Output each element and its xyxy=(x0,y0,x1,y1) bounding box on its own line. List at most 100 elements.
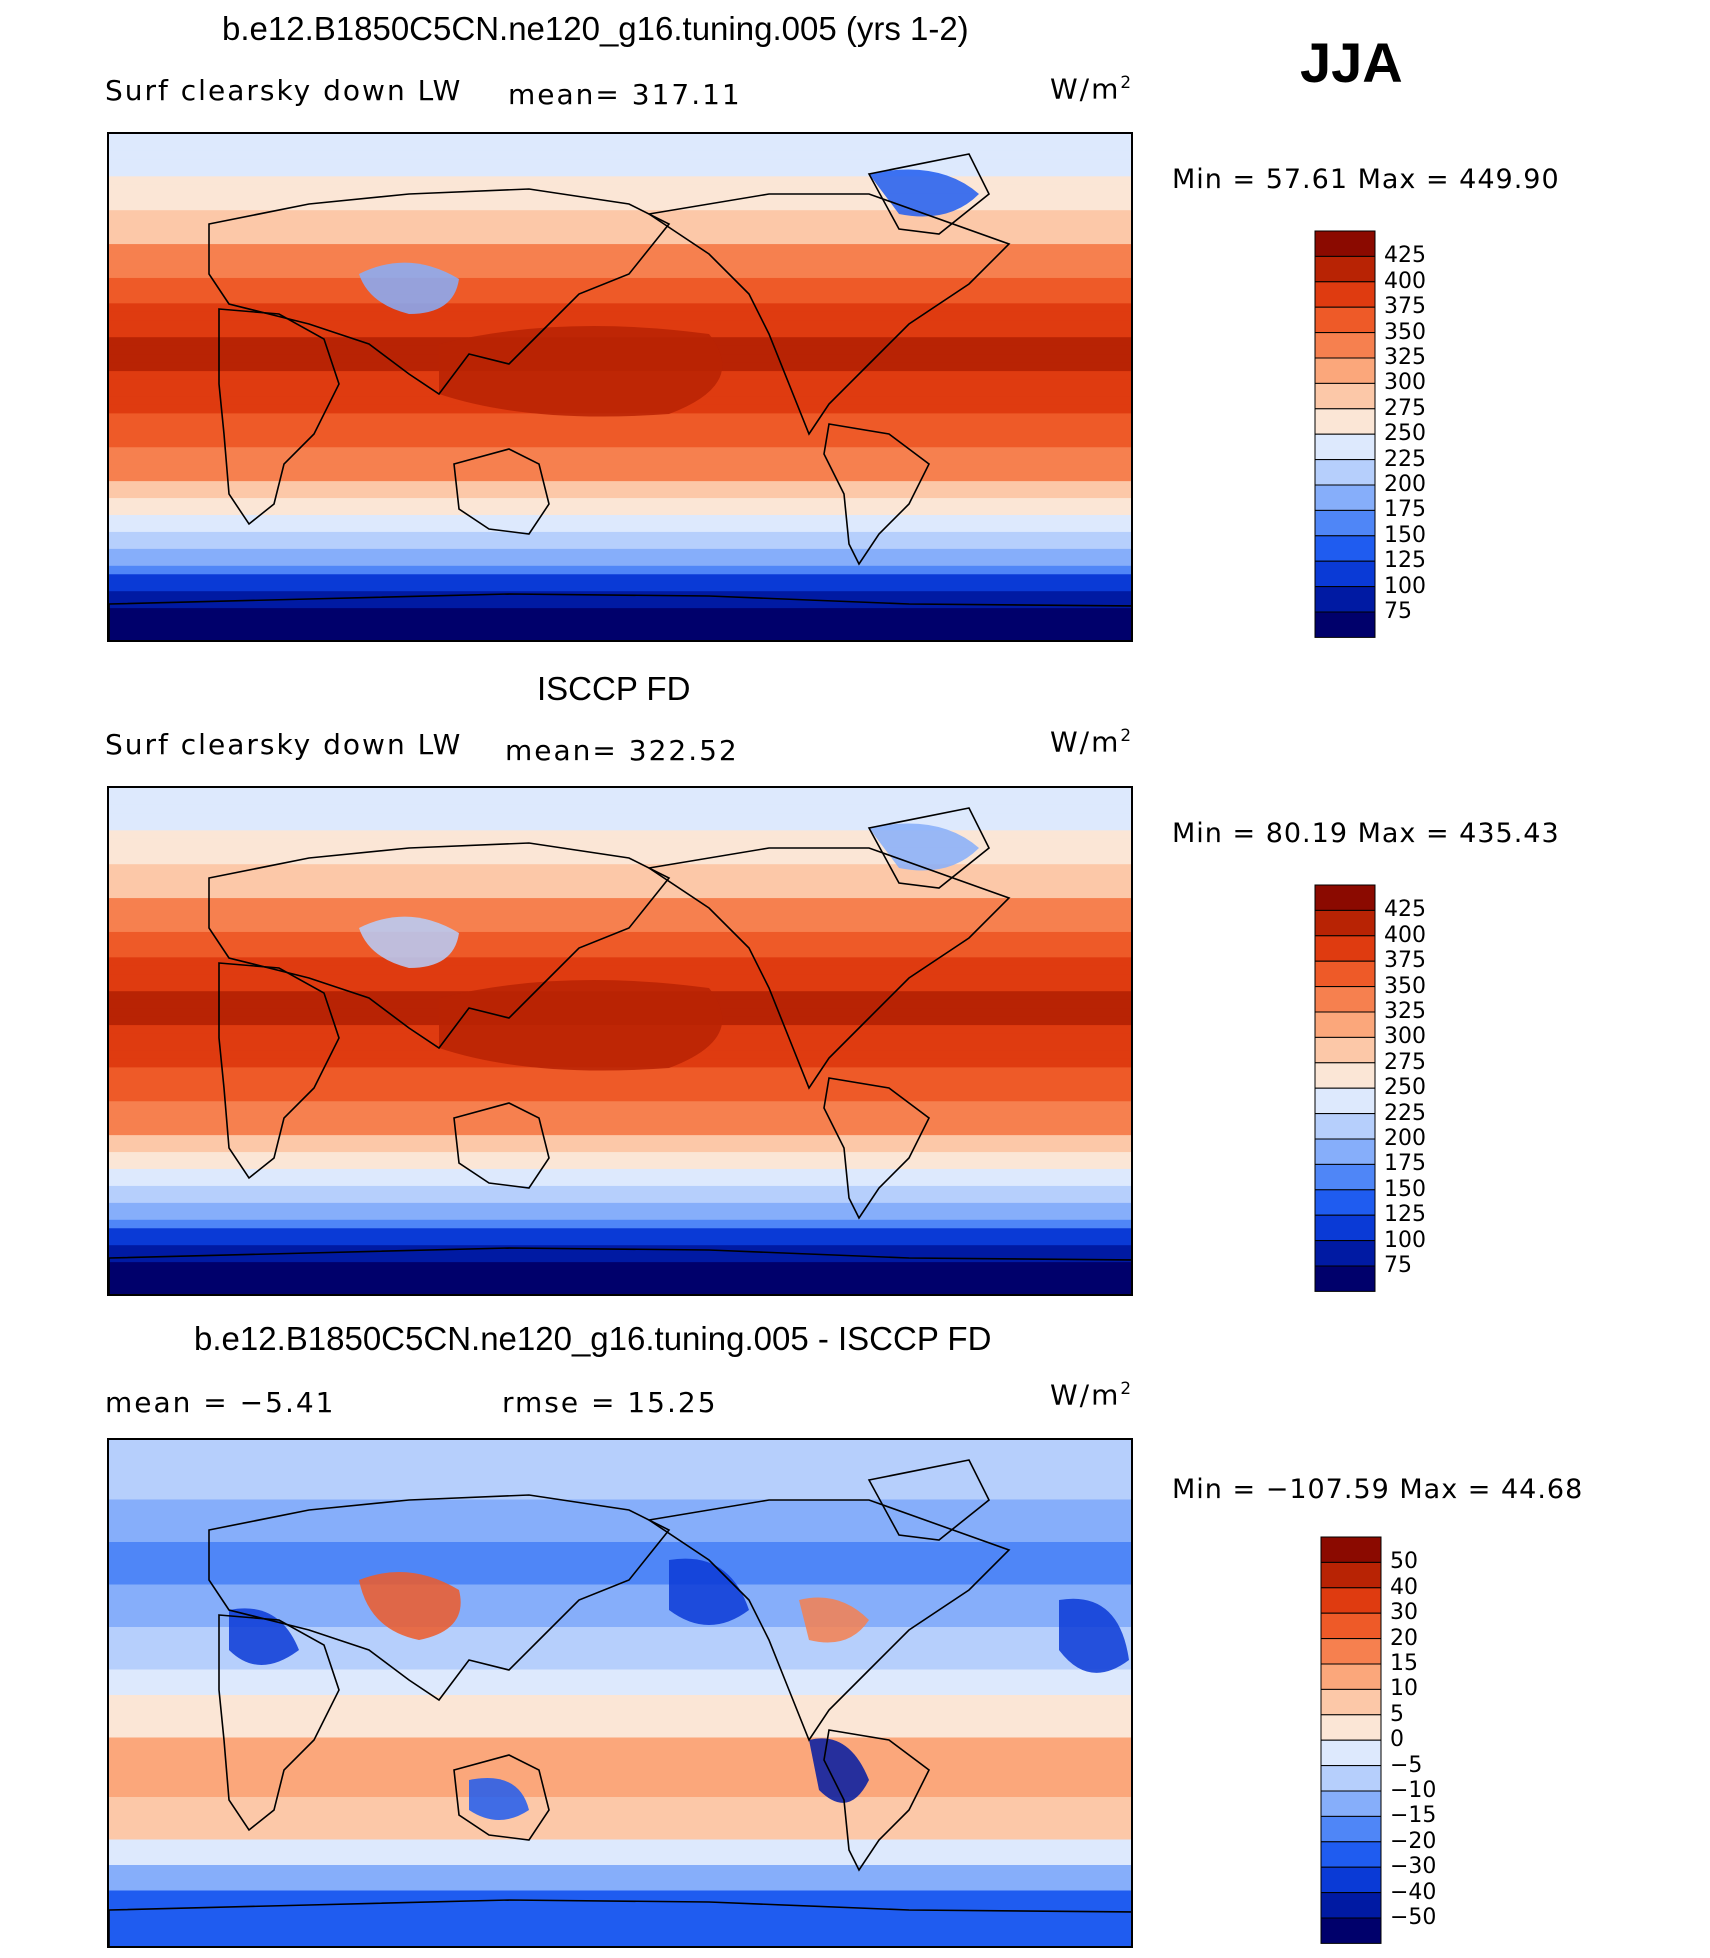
map-latitude-band xyxy=(109,1516,1131,1526)
map-latitude-band xyxy=(109,134,1131,144)
map-latitude-band xyxy=(109,1797,1131,1807)
map-latitude-band xyxy=(109,1482,1131,1492)
panel-3-title: b.e12.B1850C5CN.ne120_g16.tuning.005 - I… xyxy=(194,1320,992,1357)
map-latitude-band xyxy=(109,1440,1131,1450)
colorbar-box xyxy=(1314,1189,1376,1216)
map-field-patch xyxy=(229,1608,299,1665)
map-latitude-band xyxy=(109,1067,1131,1077)
coastline xyxy=(867,1459,991,1541)
panel-3-mean-label: mean = −5.41 xyxy=(105,1386,336,1419)
map-latitude-band xyxy=(109,150,1131,160)
colorbar-box xyxy=(1314,884,1376,911)
colorbar-tick-label: 350 xyxy=(1384,319,1426,345)
map-latitude-band xyxy=(109,855,1131,865)
colorbar-tick-label: −30 xyxy=(1390,1854,1437,1880)
map-latitude-band xyxy=(109,864,1131,874)
colorbar-box xyxy=(1314,560,1376,588)
colorbar-box xyxy=(1314,1138,1376,1165)
map-latitude-band xyxy=(109,1533,1131,1543)
map-latitude-band xyxy=(109,957,1131,967)
map-latitude-band xyxy=(109,235,1131,245)
map-latitude-band xyxy=(109,1219,1131,1229)
panel-3-map xyxy=(107,1438,1133,1948)
colorbar-tick-label: 200 xyxy=(1384,1126,1426,1151)
map-latitude-band xyxy=(109,1228,1131,1238)
map-field-patch xyxy=(359,1572,461,1640)
panel-3-map-field xyxy=(109,1440,1131,1946)
colorbar-box xyxy=(1320,1714,1382,1741)
colorbar-boxes xyxy=(1320,1536,1382,1944)
coastline xyxy=(208,1494,671,1702)
map-latitude-band xyxy=(109,881,1131,891)
colorbar-tick-label: 175 xyxy=(1384,1151,1426,1177)
colorbar-box xyxy=(1314,433,1376,461)
colorbar-tick-label: −50 xyxy=(1390,1905,1437,1930)
map-latitude-band xyxy=(109,1635,1131,1645)
coastline xyxy=(109,593,1131,640)
map-latitude-band xyxy=(109,1695,1131,1705)
colorbar-box xyxy=(1314,509,1376,537)
map-latitude-band xyxy=(109,1924,1131,1934)
colorbar-tick-label: 150 xyxy=(1384,522,1426,548)
panel-1-map-field xyxy=(109,134,1131,640)
colorbar-tick-label: 425 xyxy=(1384,897,1426,923)
colorbar-tick-label: 20 xyxy=(1390,1625,1418,1651)
coastline xyxy=(646,847,1011,1090)
colorbar-tick-label: 400 xyxy=(1384,922,1426,948)
map-latitude-band xyxy=(109,1839,1131,1849)
colorbar-tick-label: −40 xyxy=(1390,1879,1437,1905)
colorbar-tick-label: 5 xyxy=(1390,1701,1404,1727)
coastline xyxy=(867,153,991,235)
panel-1-units: W/m2 xyxy=(1050,72,1134,106)
colorbar-tick-label: 200 xyxy=(1384,472,1426,497)
map-latitude-band xyxy=(109,548,1131,558)
map-latitude-band xyxy=(109,227,1131,237)
map-latitude-band xyxy=(109,176,1131,186)
map-latitude-band xyxy=(109,1610,1131,1620)
map-latitude-band xyxy=(109,1661,1131,1671)
panel-1-variable-label: Surf clearsky down LW xyxy=(105,74,463,107)
map-latitude-band xyxy=(109,506,1131,516)
map-latitude-band xyxy=(109,847,1131,857)
map-field-patch xyxy=(799,1597,869,1643)
map-latitude-band xyxy=(109,1627,1131,1637)
panel-2-mean-label: mean= 322.52 xyxy=(505,734,739,767)
colorbar-tick-label: 325 xyxy=(1384,999,1426,1024)
colorbar-box xyxy=(1314,1214,1376,1242)
map-latitude-band xyxy=(109,1211,1131,1221)
map-latitude-band xyxy=(109,498,1131,508)
map-latitude-band xyxy=(109,455,1131,465)
map-latitude-band xyxy=(109,1865,1131,1875)
map-latitude-band xyxy=(109,184,1131,194)
map-latitude-band xyxy=(109,1882,1131,1892)
map-latitude-band xyxy=(109,1550,1131,1560)
map-latitude-band xyxy=(109,1737,1131,1747)
map-latitude-band xyxy=(109,167,1131,177)
map-latitude-band xyxy=(109,1899,1131,1909)
map-latitude-band xyxy=(109,1907,1131,1917)
colorbar-tick-label: 75 xyxy=(1384,599,1412,624)
colorbar-tick-label: −20 xyxy=(1390,1828,1437,1854)
map-latitude-band xyxy=(109,1202,1131,1212)
colorbar-box xyxy=(1314,281,1376,308)
colorbar-tick-label: −10 xyxy=(1390,1778,1437,1803)
map-latitude-band xyxy=(109,413,1131,423)
map-latitude-band xyxy=(109,159,1131,169)
map-latitude-band xyxy=(109,438,1131,448)
map-latitude-band xyxy=(109,1152,1131,1162)
map-latitude-band xyxy=(109,1652,1131,1662)
map-latitude-band xyxy=(109,1177,1131,1187)
map-latitude-band xyxy=(109,889,1131,899)
map-latitude-band xyxy=(109,244,1131,254)
colorbar-tick-label: 250 xyxy=(1384,421,1426,447)
coastline xyxy=(453,448,550,535)
map-latitude-band xyxy=(109,915,1131,925)
map-latitude-band xyxy=(109,1474,1131,1484)
coastline xyxy=(208,842,671,1050)
coastline xyxy=(823,423,931,566)
map-latitude-band xyxy=(109,1457,1131,1467)
colorbar-tick-label: 375 xyxy=(1384,294,1426,320)
colorbar-tick-label: 350 xyxy=(1384,973,1426,999)
map-latitude-band xyxy=(109,1678,1131,1688)
panel-1-minmax: Min = 57.61 Max = 449.90 xyxy=(1172,164,1560,195)
